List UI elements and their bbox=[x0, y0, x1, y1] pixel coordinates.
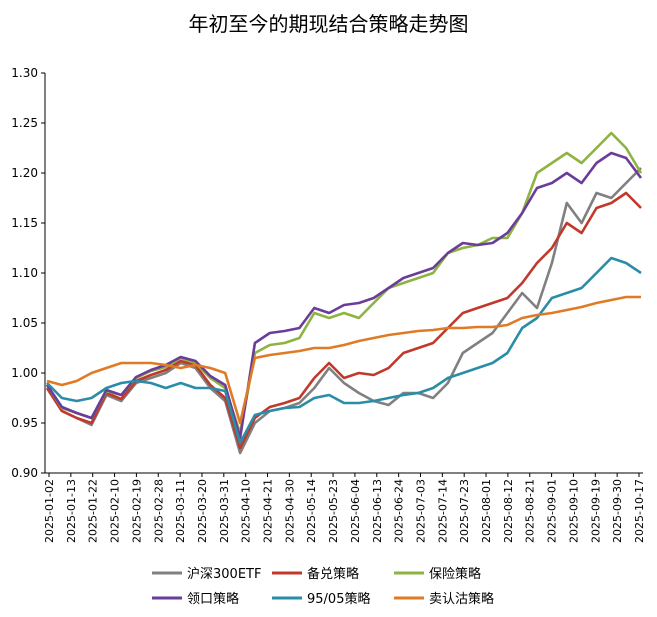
legend-label-2: 备兑策略 bbox=[307, 566, 359, 582]
x-tick-label: 2025-02-28 bbox=[152, 479, 165, 543]
y-tick-label: 1.05 bbox=[11, 316, 38, 330]
legend-label-5: 95/05策略 bbox=[307, 591, 370, 607]
x-tick-label: 2025-05-23 bbox=[327, 479, 340, 543]
series-line-3 bbox=[45, 131, 643, 435]
x-tick-label: 2025-06-13 bbox=[371, 479, 384, 543]
y-tick-label: 1.20 bbox=[11, 166, 38, 180]
x-tick-label: 2025-09-19 bbox=[589, 479, 602, 543]
x-tick-label: 2025-10-17 bbox=[633, 479, 646, 543]
series-line-1 bbox=[45, 167, 642, 455]
x-tick-label: 2025-01-13 bbox=[65, 479, 78, 543]
x-tick-label: 2025-01-22 bbox=[87, 479, 100, 543]
x-tick-label: 2025-02-10 bbox=[109, 479, 122, 543]
chart-title: 年初至今的期现结合策略走势图 bbox=[188, 12, 469, 36]
x-tick-label: 2025-01-02 bbox=[43, 479, 56, 543]
x-tick-label: 2025-04-30 bbox=[283, 479, 296, 543]
x-tick-label: 2025-06-04 bbox=[349, 479, 362, 543]
series-line-2 bbox=[45, 191, 642, 450]
y-tick-label: 1.25 bbox=[11, 116, 38, 130]
x-tick-label: 2025-05-14 bbox=[305, 479, 318, 543]
series-line-5 bbox=[46, 256, 642, 445]
x-tick-label: 2025-06-24 bbox=[393, 479, 406, 543]
x-tick-label: 2025-08-01 bbox=[480, 479, 493, 543]
x-tick-label: 2025-09-10 bbox=[567, 479, 580, 543]
legend-label-6: 卖认沽策略 bbox=[429, 591, 494, 607]
legend-label-4: 领口策略 bbox=[187, 591, 239, 607]
x-tick-label: 2025-03-31 bbox=[218, 479, 231, 543]
x-tick-label: 2025-08-21 bbox=[524, 479, 537, 543]
series-line-6 bbox=[46, 295, 641, 425]
x-tick-label: 2025-04-21 bbox=[262, 479, 275, 543]
x-tick-label: 2025-09-01 bbox=[546, 479, 559, 543]
plot-area: 0.90 0.95 1.00 1.05 1.10 1.15 1.20 1.25 1.30 2025… bbox=[11, 66, 646, 543]
x-tick-label: 2025-08-12 bbox=[502, 479, 515, 543]
x-tick-label: 2025-07-03 bbox=[414, 479, 427, 543]
y-tick-label: 0.90 bbox=[11, 466, 38, 480]
series-line-4 bbox=[45, 151, 643, 440]
y-tick-label: 1.10 bbox=[11, 266, 38, 280]
x-tick-label: 2025-09-30 bbox=[611, 479, 624, 543]
y-tick-label: 1.15 bbox=[11, 216, 38, 230]
x-tick-label: 2025-03-20 bbox=[196, 479, 209, 543]
y-tick-label: 1.00 bbox=[11, 366, 38, 380]
legend-label-3: 保险策略 bbox=[429, 566, 481, 582]
y-tick-label: 1.30 bbox=[11, 66, 38, 80]
x-tick-label: 2025-04-10 bbox=[240, 479, 253, 543]
x-tick-label: 2025-07-23 bbox=[458, 479, 471, 543]
x-tick-label: 2025-07-14 bbox=[436, 479, 449, 543]
legend-label-1: 沪深300ETF bbox=[187, 566, 261, 582]
x-tick-label: 2025-03-11 bbox=[174, 479, 187, 543]
y-tick-label: 0.95 bbox=[11, 416, 38, 430]
x-tick-label: 2025-02-19 bbox=[130, 479, 143, 543]
